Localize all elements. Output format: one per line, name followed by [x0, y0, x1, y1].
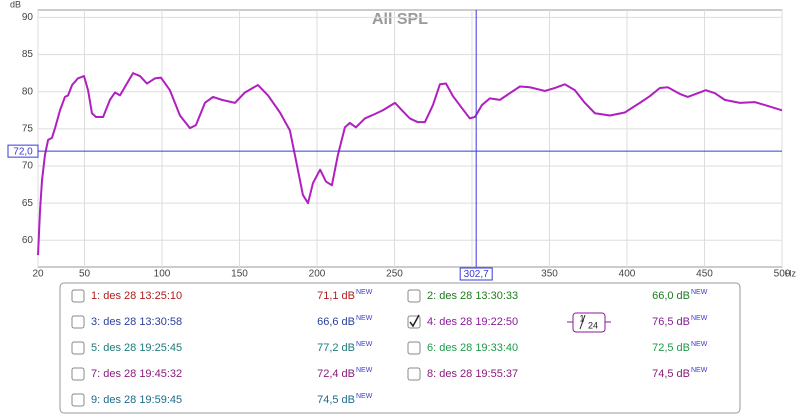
- new-badge: NEW: [691, 315, 708, 322]
- measurement-value: 71,1 dB: [317, 290, 355, 302]
- checkbox[interactable]: [71, 315, 85, 329]
- measurement-value: 74,5 dB: [652, 368, 690, 380]
- page-slash: [579, 314, 586, 330]
- x-tick-label: 150: [231, 269, 248, 280]
- page-total: 24: [588, 320, 598, 330]
- cursor-y-box: [7, 144, 39, 158]
- measurement-value: 72,4 dB: [317, 368, 355, 380]
- new-badge: NEW: [691, 341, 708, 348]
- measurement-name[interactable]: 1: des 28 13:25:10: [91, 290, 182, 302]
- new-badge: NEW: [356, 289, 373, 296]
- chart-title: All SPL: [372, 11, 428, 28]
- measurement-value: 76,5 dB: [652, 316, 690, 328]
- x-tick-label: 50: [79, 269, 91, 280]
- measurement-value: 74,5 dB: [317, 394, 355, 406]
- measurement-name[interactable]: 4: des 28 19:22:50: [427, 316, 518, 328]
- y-tick-label: 85: [22, 49, 34, 60]
- new-badge: NEW: [356, 393, 373, 400]
- series-line: [37, 72, 783, 256]
- measurement-name[interactable]: 7: des 28 19:45:32: [91, 368, 182, 380]
- y-unit: dB: [10, 0, 21, 9]
- measurement-name[interactable]: 5: des 28 19:25:45: [91, 342, 182, 354]
- cursor-y-label: 72,0: [13, 146, 33, 157]
- x-tick-label: 250: [386, 269, 403, 280]
- new-badge: NEW: [356, 367, 373, 374]
- measurement-value: 66,6 dB: [317, 316, 355, 328]
- y-tick-label: 75: [22, 123, 34, 134]
- x-tick-label: 400: [619, 269, 636, 280]
- measurement-name[interactable]: 3: des 28 13:30:58: [91, 316, 182, 328]
- page-current: 1: [579, 313, 584, 323]
- measurement-value: 66,0 dB: [652, 290, 690, 302]
- x-tick-label: 450: [696, 269, 713, 280]
- new-badge: NEW: [691, 289, 708, 296]
- checkbox[interactable]: [71, 289, 85, 303]
- y-tick-label: 90: [22, 12, 34, 23]
- x-tick-label: 20: [32, 269, 44, 280]
- checkbox[interactable]: [407, 341, 421, 355]
- new-badge: NEW: [691, 367, 708, 374]
- checkbox[interactable]: [71, 393, 85, 407]
- x-tick-label: 500: [774, 269, 791, 280]
- new-badge: NEW: [356, 315, 373, 322]
- cursor-x-label: 302,7: [464, 269, 489, 280]
- new-badge: NEW: [356, 341, 373, 348]
- y-tick-label: 70: [22, 161, 34, 172]
- x-tick-label: 350: [541, 269, 558, 280]
- x-tick-label: 200: [309, 269, 326, 280]
- x-unit: Hz: [785, 268, 796, 278]
- measurement-panel: [59, 282, 741, 414]
- x-tick-label: 100: [154, 269, 171, 280]
- y-tick-label: 60: [22, 235, 34, 246]
- cursor-x-box: [459, 267, 493, 281]
- measurement-value: 77,2 dB: [317, 342, 355, 354]
- measurement-name[interactable]: 6: des 28 19:33:40: [427, 342, 518, 354]
- y-tick-label: 80: [22, 86, 34, 97]
- checkbox[interactable]: [71, 367, 85, 381]
- plot-frame: [37, 9, 783, 268]
- measurement-name[interactable]: 8: des 28 19:55:37: [427, 368, 518, 380]
- y-tick-label: 65: [22, 198, 34, 209]
- checkbox[interactable]: [407, 289, 421, 303]
- checkbox[interactable]: [407, 367, 421, 381]
- checkbox[interactable]: [71, 341, 85, 355]
- measurement-value: 72,5 dB: [652, 342, 690, 354]
- measurement-name[interactable]: 9: des 28 19:59:45: [91, 394, 182, 406]
- checkmark: [409, 314, 420, 328]
- measurement-name[interactable]: 2: des 28 13:30:33: [427, 290, 518, 302]
